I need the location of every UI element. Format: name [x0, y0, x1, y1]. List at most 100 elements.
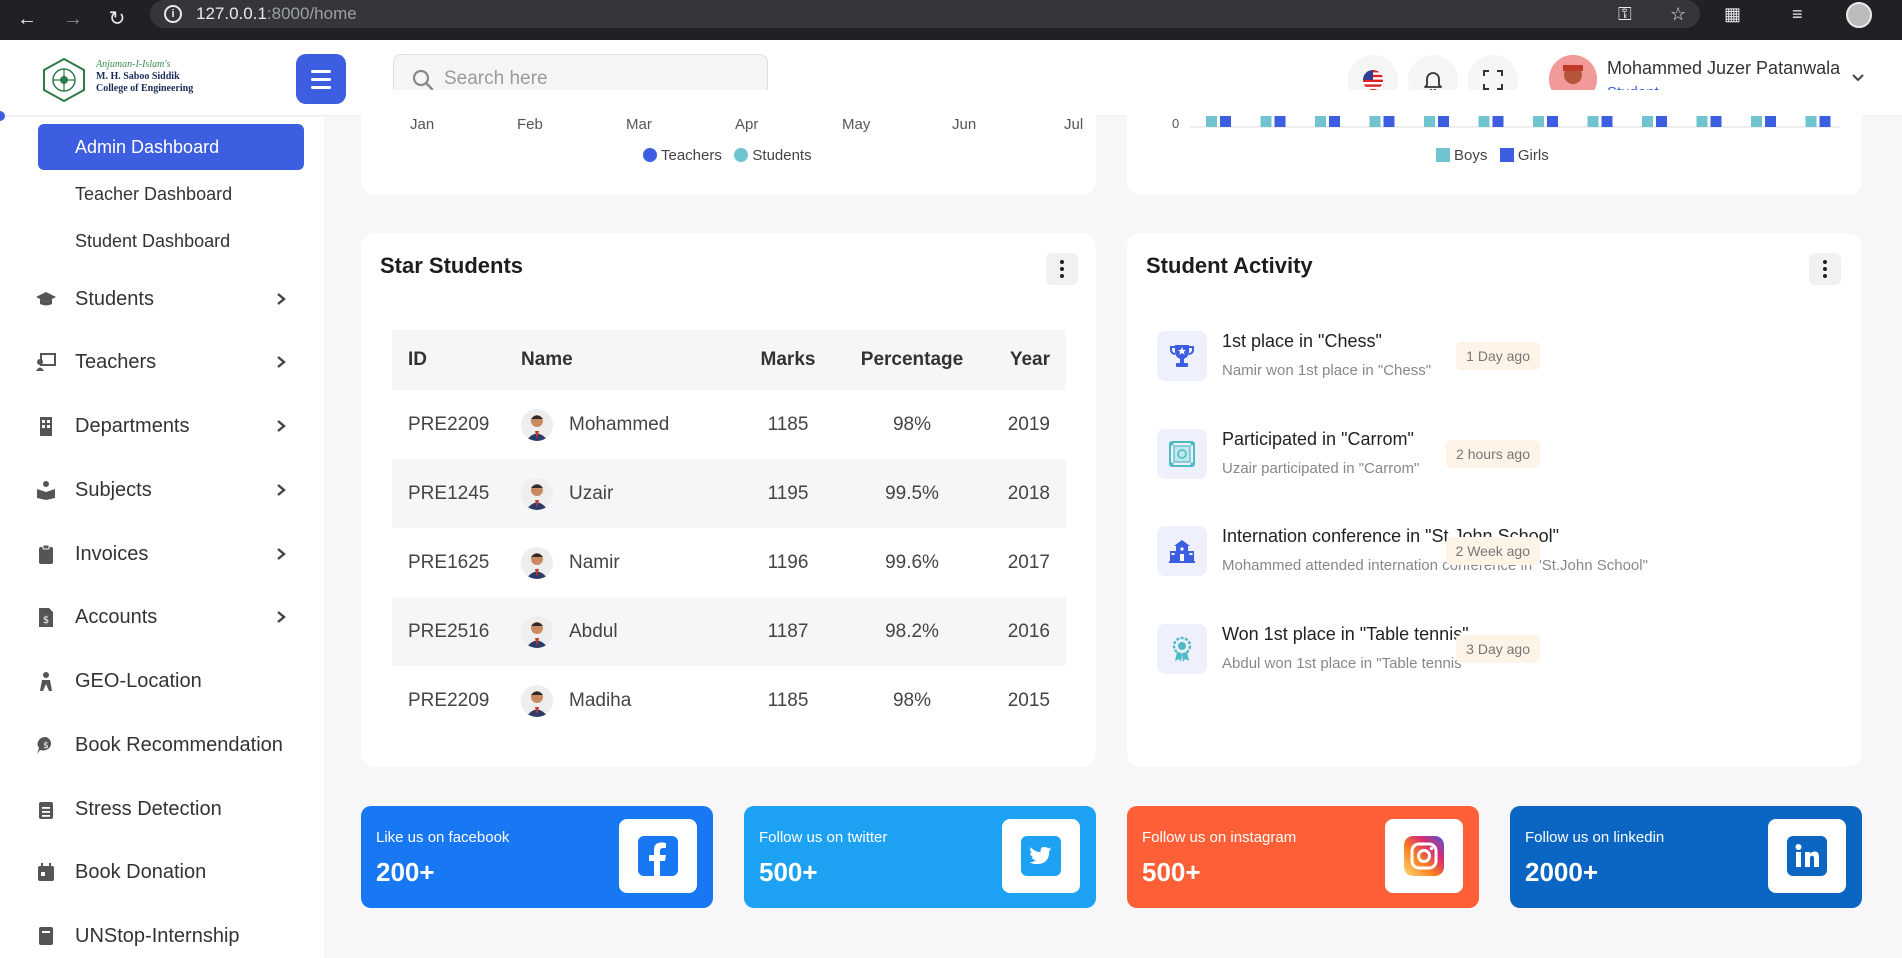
sidebar-item-admin-dashboard[interactable]: Admin Dashboard [38, 124, 304, 170]
chevron-right-icon [277, 484, 286, 496]
back-arrow-icon[interactable]: ← [17, 8, 37, 30]
sidebar-item-label: Subjects [75, 479, 152, 501]
cell-name: Abdul [521, 597, 739, 666]
facebook-card[interactable]: Like us on facebook 200+ [361, 806, 713, 908]
chevron-down-icon[interactable] [1850, 70, 1866, 86]
student-name: Abdul [569, 620, 618, 642]
girls-bar[interactable] [1765, 116, 1776, 127]
instagram-card[interactable]: Follow us on instagram 500+ [1127, 806, 1479, 908]
girls-bar[interactable] [1438, 116, 1449, 127]
activity-title[interactable]: Participated in "Carrom" [1222, 429, 1414, 449]
media-control-icon[interactable]: ≡ [1792, 4, 1803, 24]
extensions-icon[interactable]: ▦ [1724, 4, 1742, 24]
boys-girls-chart-card [1127, 90, 1862, 195]
book-icon [39, 927, 53, 945]
boys-bar[interactable] [1206, 116, 1217, 127]
cell-id: PRE1625 [408, 551, 490, 573]
trophy-icon [1170, 345, 1194, 367]
sidebar-item-student-dashboard[interactable]: Student Dashboard [75, 231, 231, 251]
column-header-year[interactable]: Year [987, 330, 1066, 390]
boys-bar[interactable] [1260, 116, 1272, 127]
girls-bar[interactable] [1492, 116, 1504, 127]
sidebar-item-stress-detection[interactable]: Stress Detection [0, 786, 324, 832]
more-options-button[interactable] [1046, 253, 1078, 285]
sidebar-item-geo-location[interactable]: GEO-Location [0, 658, 324, 704]
carrom-board-icon [1169, 441, 1195, 467]
teachers-students-chart-card [361, 90, 1096, 195]
twitter-icon [1021, 836, 1061, 876]
cell-id: PRE2516 [392, 597, 521, 666]
girls-bar[interactable] [1383, 116, 1395, 127]
fullscreen-icon [1483, 70, 1503, 90]
boys-bar[interactable] [1587, 116, 1599, 127]
bookmark-star-icon[interactable]: ☆ [1670, 4, 1687, 24]
sidebar-item-teachers[interactable]: Teachers [0, 339, 324, 385]
forward-arrow-icon[interactable]: → [63, 8, 83, 30]
sidebar-item-teacher-dashboard[interactable]: Teacher Dashboard [75, 184, 233, 204]
boys-bar[interactable] [1805, 116, 1817, 127]
social-count: 2000+ [1525, 857, 1599, 887]
college-logo[interactable]: Anjuman-I-Islam's M. H. Saboo Siddik Col… [40, 56, 215, 104]
table-row[interactable]: PRE2209 Madiha 1185 98% 2015 [392, 666, 1066, 735]
boys-bar[interactable] [1369, 116, 1381, 127]
sidebar-item-departments[interactable]: Departments [0, 403, 324, 449]
legend-item-boys[interactable]: Boys [1436, 147, 1487, 164]
column-header-percentage[interactable]: Percentage [837, 330, 987, 390]
sidebar-item-students[interactable]: Students [0, 276, 324, 322]
boys-bar[interactable] [1751, 116, 1762, 127]
table-row[interactable]: PRE1625 Namir 1196 99.6% 2017 [392, 528, 1066, 597]
column-header-id[interactable]: ID [392, 330, 521, 390]
activity-title[interactable]: Won 1st place in "Table tennis" [1222, 624, 1469, 644]
table-row[interactable]: PRE1245 Uzair 1195 99.5% 2018 [392, 459, 1066, 528]
activity-time-badge: 1 Day ago [1456, 342, 1540, 370]
legend-label: Boys [1454, 147, 1488, 164]
table-row[interactable]: PRE2209 Mohammed 1185 98% 2019 [392, 390, 1066, 459]
girls-bar[interactable] [1819, 116, 1831, 127]
key-icon[interactable]: ⚿ [1618, 4, 1632, 24]
activity-time-badge: 2 Week ago [1445, 537, 1540, 565]
column-header-name[interactable]: Name [521, 330, 739, 390]
sidebar-item-label: Stress Detection [75, 798, 222, 820]
linkedin-card[interactable]: Follow us on linkedin 2000+ [1510, 806, 1862, 908]
activity-time-badge: 3 Day ago [1456, 635, 1540, 663]
graduation-cap-icon [36, 292, 56, 306]
logo-line-1: Anjuman-I-Islam's [96, 59, 171, 70]
legend-item-girls[interactable]: Girls [1499, 147, 1549, 164]
sidebar-item-book-donation[interactable]: Book Donation [0, 849, 324, 895]
boys-bar[interactable] [1533, 116, 1544, 127]
boys-bar[interactable] [1424, 116, 1435, 127]
twitter-card[interactable]: Follow us on twitter 500+ [744, 806, 1096, 908]
user-name[interactable]: Mohammed Juzer Patanwala [1607, 58, 1841, 78]
legend-item-students[interactable]: Students [734, 147, 812, 164]
girls-bar[interactable] [1547, 116, 1558, 127]
girls-bar[interactable] [1220, 116, 1231, 127]
sidebar-item-accounts[interactable]: $ Accounts [0, 594, 324, 640]
boys-bar[interactable] [1315, 116, 1326, 127]
sidebar-toggle-button[interactable] [296, 54, 346, 104]
legend-label: Girls [1517, 147, 1549, 164]
sidebar-item-unstop-internship[interactable]: UNStop-Internship [0, 913, 324, 958]
address-bar[interactable]: i 127.0.0.1:8000/home ⚿ ☆ [150, 0, 1700, 28]
boys-bar[interactable] [1642, 116, 1653, 127]
more-options-button[interactable] [1809, 253, 1841, 285]
column-header-marks[interactable]: Marks [739, 330, 837, 390]
boys-bar[interactable] [1478, 116, 1490, 127]
sidebar-item-invoices[interactable]: Invoices [0, 531, 324, 577]
legend-item-teachers[interactable]: Teachers [643, 147, 722, 164]
browser-profile-avatar[interactable] [1846, 2, 1872, 28]
girls-bar[interactable] [1274, 116, 1286, 127]
girls-bar[interactable] [1329, 116, 1340, 127]
reload-icon[interactable]: ↻ [108, 8, 126, 30]
sidebar-item-subjects[interactable]: Subjects [0, 467, 324, 513]
girls-bar[interactable] [1656, 116, 1667, 127]
table-row[interactable]: PRE2516 Abdul 1187 98.2% 2016 [392, 597, 1066, 666]
student-name: Uzair [569, 482, 614, 504]
girls-bar[interactable] [1601, 116, 1613, 127]
girls-bar[interactable] [1710, 116, 1722, 127]
activity-description: Uzair participated in "Carrom" [1222, 460, 1420, 477]
social-count: 200+ [376, 857, 435, 887]
sidebar-item-book-recommendation[interactable]: $ Book Recommendation [0, 722, 324, 768]
boys-bar[interactable] [1696, 116, 1708, 127]
activity-title[interactable]: 1st place in "Chess" [1222, 331, 1382, 351]
site-info-icon[interactable]: i [164, 5, 182, 23]
